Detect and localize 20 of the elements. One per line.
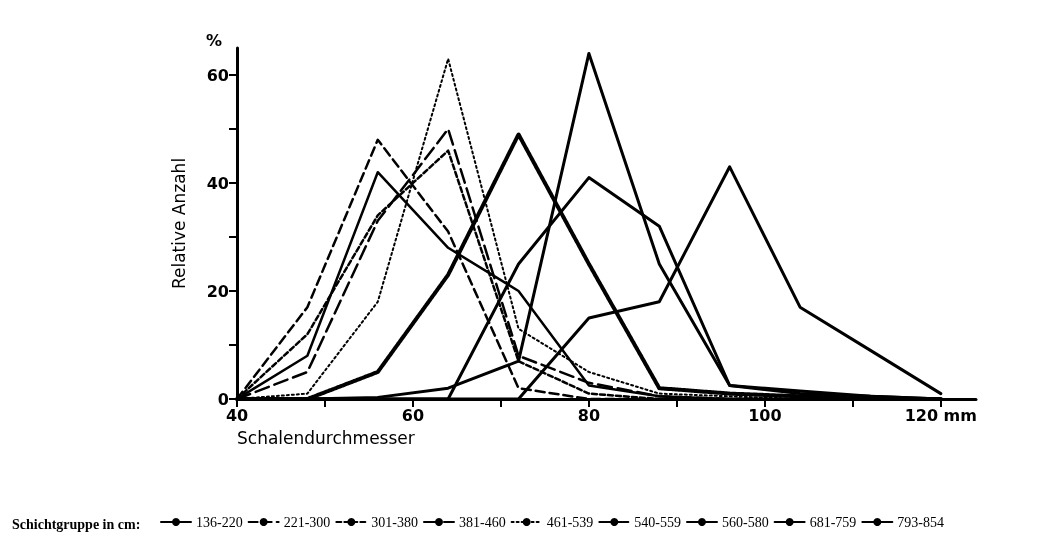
x-tick-label: 80 [577,405,601,425]
y-tick-label: 60 [206,65,229,85]
x-tick-label: 60 [401,405,425,425]
legend-label: 793-854 [897,514,944,530]
y-tick-label: 20 [206,281,229,301]
legend-label: 221-300 [283,514,331,530]
x-axis-title: Schalendurchmesser [237,427,415,448]
legend-label: 381-460 [458,514,506,530]
legend-title: Schichtgruppe in cm: [12,516,141,532]
legend-label: 540-559 [634,514,681,530]
legend-label: 681-759 [809,514,857,530]
x-tick-label: 100 [748,405,782,425]
y-axis-title: Relative Anzahl [168,157,189,290]
legend-label: 461-539 [546,514,594,530]
legend-label: 301-380 [371,514,418,530]
legend-label: 560-580 [721,514,769,530]
x-tick-label: 120 mm [904,405,977,425]
legend-label: 136-220 [196,514,243,530]
text: % [206,30,223,50]
y-tick-label: 40 [206,173,229,193]
